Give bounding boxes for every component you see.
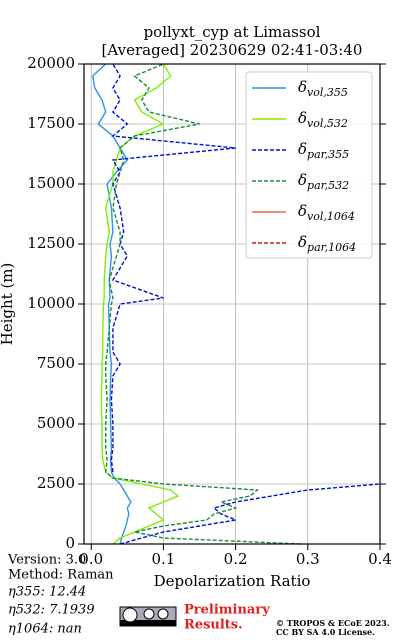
legend-subscript: par,532 (307, 179, 349, 192)
copyright: © TROPOS & ECoE 2023. (276, 618, 390, 628)
x-tick-label: 0.4 (368, 550, 392, 568)
chart-title: pollyxt_cyp at Limassol (144, 23, 321, 41)
cc-badge (119, 606, 177, 627)
legend-subscript: vol,1064 (307, 210, 355, 223)
plot-frame (83, 63, 381, 545)
eta1064: η1064: nan (8, 622, 82, 637)
legend-box (245, 71, 373, 259)
y-axis-label: Height (m) (0, 263, 16, 346)
x-tick-label: 0.1 (151, 550, 175, 568)
y-tick-label: 2500 (37, 474, 75, 492)
results: Results. (184, 618, 243, 633)
x-tick-label: 0.2 (224, 550, 248, 568)
y-tick-label: 15000 (27, 174, 75, 192)
license: CC BY SA 4.0 License. (276, 627, 375, 637)
footer: Version: 3.0 Method: Raman η355: 12.44 η… (7, 553, 390, 638)
y-tick-label: 20000 (27, 54, 75, 72)
y-tick-label: 10000 (27, 294, 75, 312)
eta355: η355: 12.44 (8, 585, 86, 600)
legend-subscript: par,1064 (307, 241, 356, 254)
legend-subscript: par,355 (307, 148, 349, 161)
legend-subscript: vol,532 (307, 117, 348, 130)
version: Version: 3.0 (7, 553, 86, 568)
y-tick-label: 12500 (27, 234, 75, 252)
y-tick-label: 7500 (37, 354, 75, 372)
x-tick-label: 0.3 (296, 550, 320, 568)
series-line (91, 63, 132, 545)
x-axis-label: Depolarization Ratio (154, 572, 311, 590)
series-line (104, 63, 301, 545)
preliminary: Preliminary (184, 603, 270, 618)
y-tick-label: 5000 (37, 414, 75, 432)
legend-subscript: vol,355 (307, 86, 348, 99)
y-tick-label: 0 (65, 534, 75, 552)
y-tick-label: 17500 (27, 114, 75, 132)
eta532: η532: 7.1939 (8, 603, 95, 618)
method: Method: Raman (8, 568, 114, 583)
legend: δvol,355δvol,532δpar,355δpar,532δvol,106… (245, 71, 373, 259)
chart-subtitle: [Averaged] 20230629 02:41-03:40 (102, 41, 363, 59)
x-tick-label: 0.0 (79, 550, 103, 568)
